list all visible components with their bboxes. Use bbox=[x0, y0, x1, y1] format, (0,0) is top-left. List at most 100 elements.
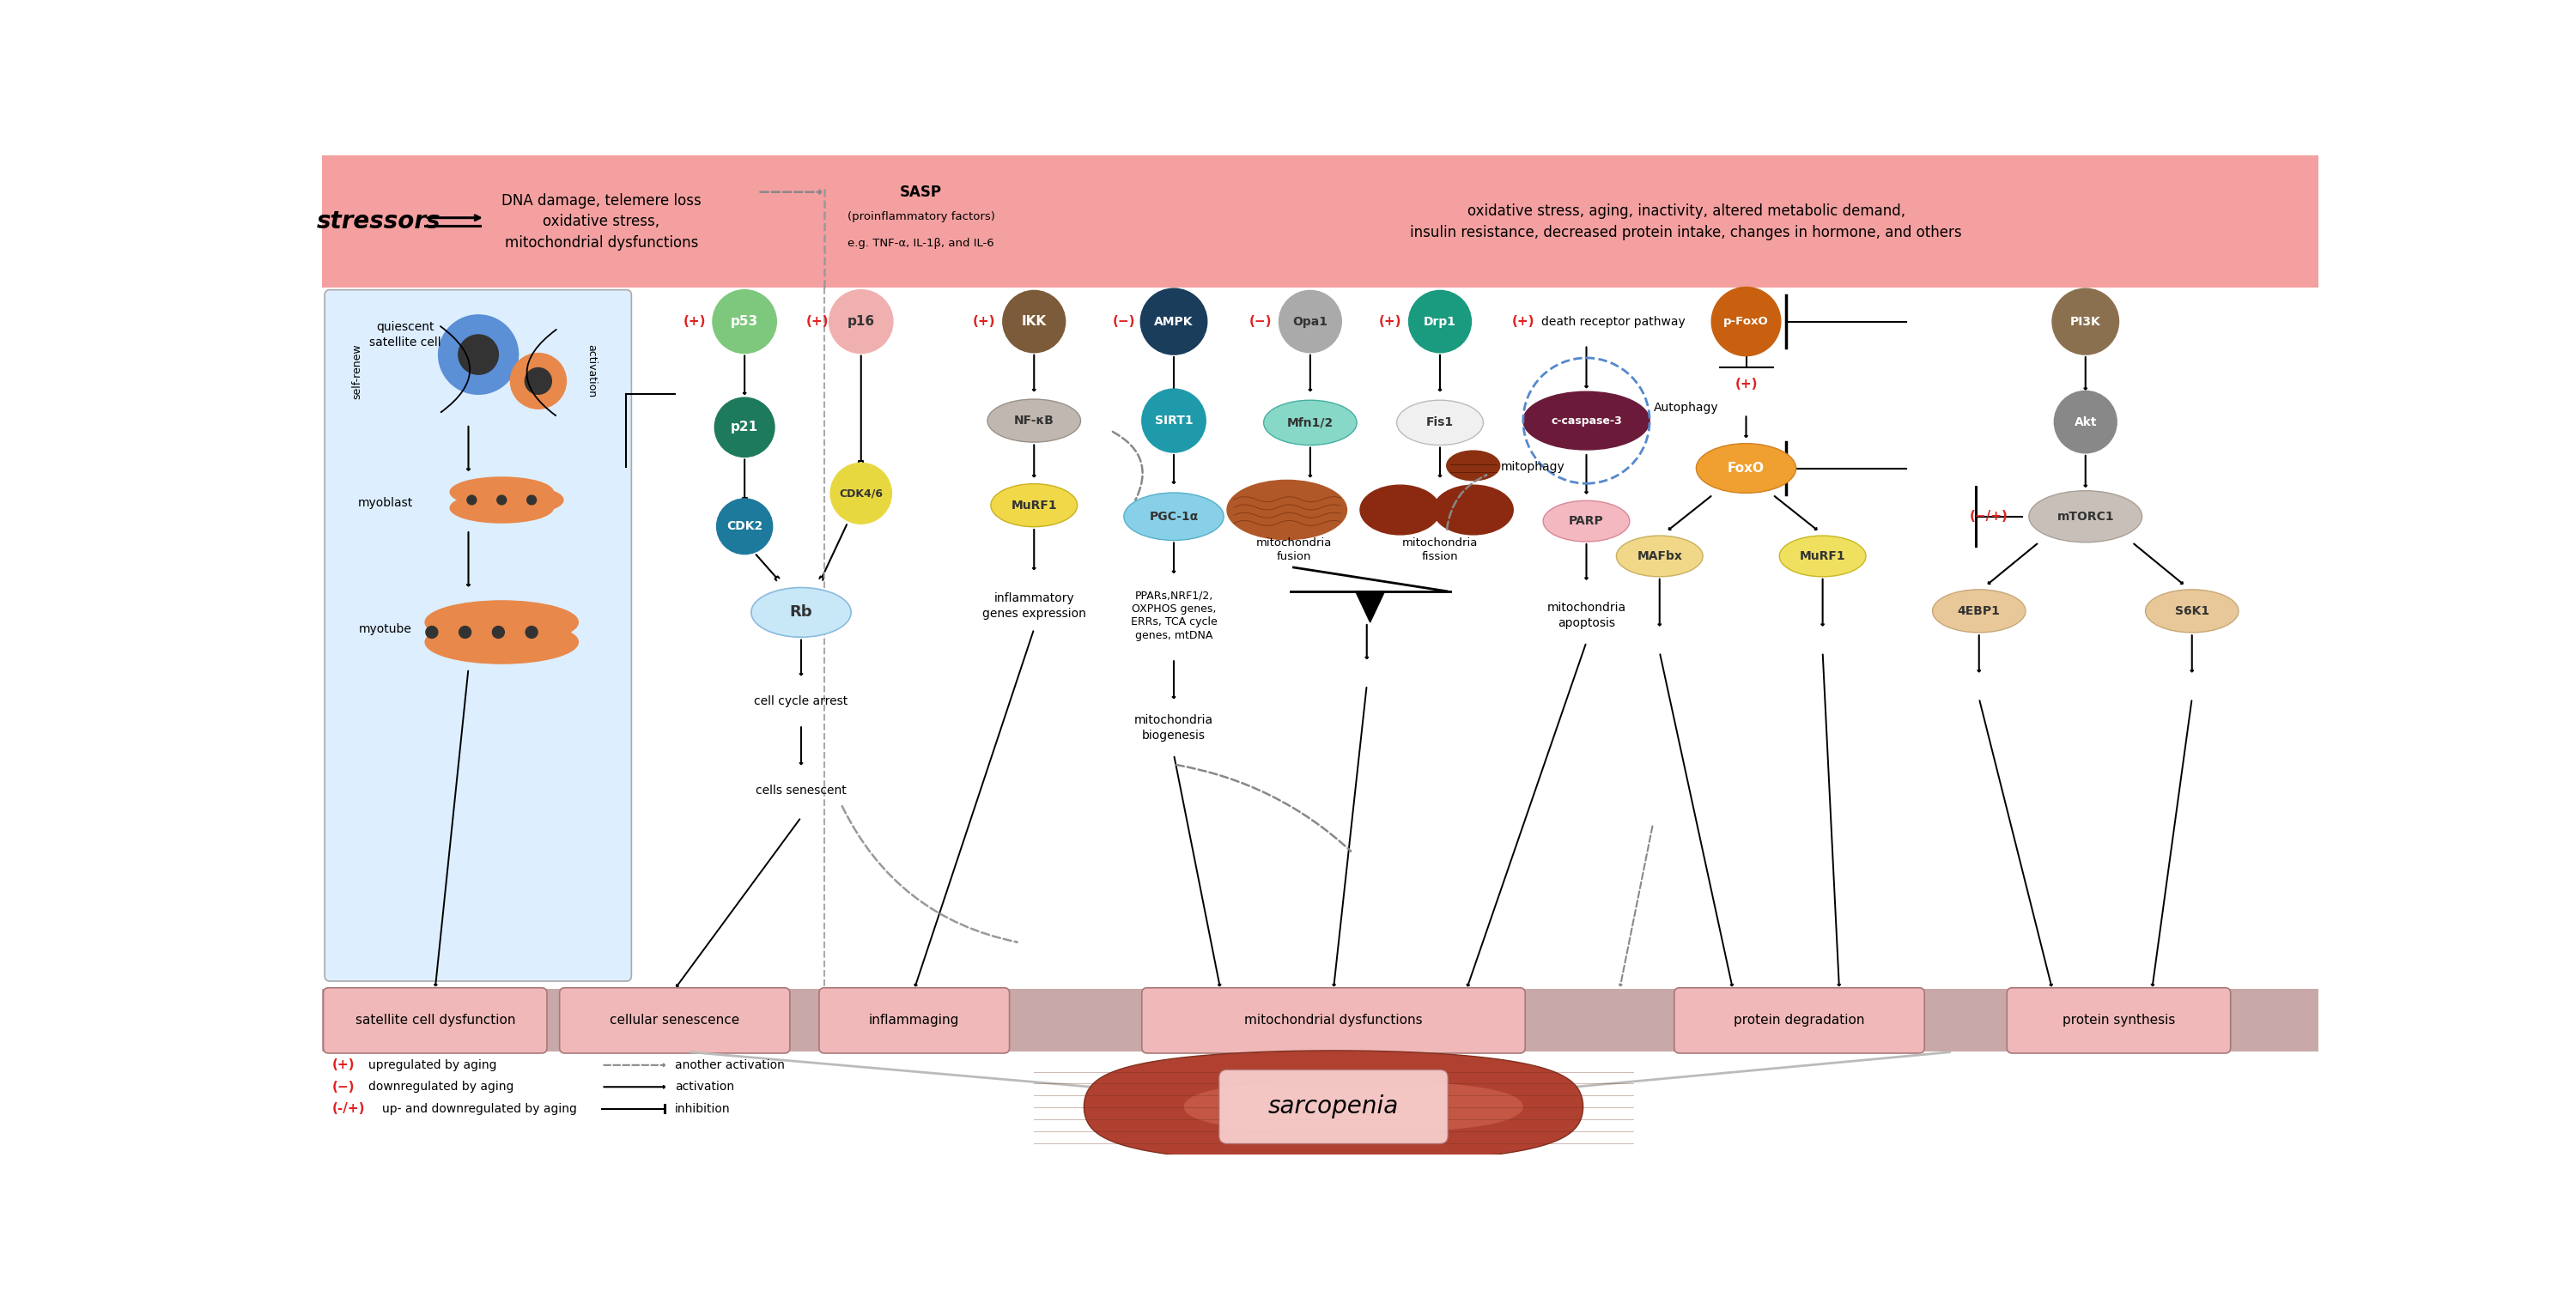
Text: inflammaging: inflammaging bbox=[868, 1014, 958, 1027]
Circle shape bbox=[526, 368, 551, 394]
Text: FoxO: FoxO bbox=[1728, 462, 1765, 475]
Circle shape bbox=[1141, 389, 1206, 453]
Ellipse shape bbox=[992, 484, 1077, 527]
Text: e.g. TNF-α, IL-1β, and IL-6: e.g. TNF-α, IL-1β, and IL-6 bbox=[848, 237, 994, 249]
FancyBboxPatch shape bbox=[559, 988, 791, 1053]
Text: (−/+): (−/+) bbox=[1971, 510, 2009, 523]
FancyBboxPatch shape bbox=[322, 156, 2318, 288]
Text: p53: p53 bbox=[732, 315, 757, 328]
Ellipse shape bbox=[1615, 536, 1703, 577]
Text: downregulated by aging: downregulated by aging bbox=[368, 1080, 515, 1093]
Text: mitochondria
biogenesis: mitochondria biogenesis bbox=[1133, 715, 1213, 742]
Circle shape bbox=[459, 626, 471, 638]
FancyBboxPatch shape bbox=[1218, 1070, 1448, 1144]
Text: IKK: IKK bbox=[1023, 315, 1046, 328]
Text: CDK4/6: CDK4/6 bbox=[840, 488, 884, 499]
Text: SASP: SASP bbox=[899, 184, 943, 200]
FancyBboxPatch shape bbox=[322, 288, 2318, 1045]
Circle shape bbox=[528, 495, 536, 505]
Text: protein degradation: protein degradation bbox=[1734, 1014, 1865, 1027]
Text: CDK2: CDK2 bbox=[726, 520, 762, 533]
Text: mitochondria
fusion: mitochondria fusion bbox=[1255, 537, 1332, 562]
FancyArrowPatch shape bbox=[1113, 432, 1144, 499]
Text: PPARs,NRF1/2,
OXPHOS genes,
ERRs, TCA cycle
genes, mtDNA: PPARs,NRF1/2, OXPHOS genes, ERRs, TCA cy… bbox=[1131, 590, 1216, 641]
Text: protein synthesis: protein synthesis bbox=[2063, 1014, 2174, 1027]
Polygon shape bbox=[1355, 591, 1386, 623]
Text: death receptor pathway: death receptor pathway bbox=[1540, 315, 1685, 328]
Text: (−): (−) bbox=[1113, 315, 1136, 328]
Text: mitophagy: mitophagy bbox=[1502, 460, 1566, 473]
Text: (+): (+) bbox=[806, 315, 829, 328]
Ellipse shape bbox=[1396, 401, 1484, 445]
Circle shape bbox=[716, 498, 773, 554]
Text: Mfn1/2: Mfn1/2 bbox=[1288, 416, 1334, 429]
Text: (proinflammatory factors): (proinflammatory factors) bbox=[848, 211, 994, 223]
Text: cells senescent: cells senescent bbox=[755, 785, 848, 796]
Text: (-/+): (-/+) bbox=[332, 1102, 366, 1115]
Circle shape bbox=[714, 289, 775, 353]
Text: Rb: Rb bbox=[791, 604, 811, 620]
Text: SIRT1: SIRT1 bbox=[1154, 415, 1193, 427]
Text: activation: activation bbox=[675, 1080, 734, 1093]
Circle shape bbox=[526, 626, 538, 638]
Ellipse shape bbox=[1226, 480, 1347, 540]
Text: NF-κB: NF-κB bbox=[1015, 415, 1054, 427]
Ellipse shape bbox=[2146, 590, 2239, 633]
Text: oxidative stress, aging, inactivity, altered metabolic demand,
insulin resistanc: oxidative stress, aging, inactivity, alt… bbox=[1409, 204, 1963, 240]
Text: (−): (−) bbox=[332, 1080, 355, 1093]
Circle shape bbox=[492, 626, 505, 638]
Text: Akt: Akt bbox=[2074, 416, 2097, 428]
Text: upregulated by aging: upregulated by aging bbox=[368, 1060, 497, 1071]
Text: DNA damage, telemere loss
oxidative stress,
mitochondrial dysfunctions: DNA damage, telemere loss oxidative stre… bbox=[502, 193, 701, 250]
Text: another activation: another activation bbox=[675, 1060, 786, 1071]
Ellipse shape bbox=[1448, 451, 1499, 480]
Text: S6K1: S6K1 bbox=[2174, 604, 2210, 617]
FancyArrowPatch shape bbox=[528, 329, 556, 415]
Ellipse shape bbox=[1123, 493, 1224, 541]
Ellipse shape bbox=[987, 399, 1082, 442]
Ellipse shape bbox=[752, 588, 850, 637]
Circle shape bbox=[466, 495, 477, 505]
Text: MuRF1: MuRF1 bbox=[1801, 550, 1844, 562]
FancyBboxPatch shape bbox=[819, 988, 1010, 1053]
Ellipse shape bbox=[1543, 501, 1631, 542]
FancyArrowPatch shape bbox=[842, 807, 1018, 942]
Text: PI3K: PI3K bbox=[2071, 315, 2102, 328]
Circle shape bbox=[2053, 288, 2117, 354]
Text: mitochondria
apoptosis: mitochondria apoptosis bbox=[1546, 602, 1625, 629]
Text: self-renew: self-renew bbox=[350, 344, 363, 399]
FancyBboxPatch shape bbox=[322, 990, 2318, 1052]
Ellipse shape bbox=[2030, 490, 2143, 542]
Text: 4EBP1: 4EBP1 bbox=[1958, 604, 2002, 617]
FancyBboxPatch shape bbox=[1141, 988, 1525, 1053]
Text: mTORC1: mTORC1 bbox=[2056, 511, 2115, 523]
Circle shape bbox=[459, 335, 497, 375]
Circle shape bbox=[438, 315, 518, 394]
Text: satellite cell dysfunction: satellite cell dysfunction bbox=[355, 1014, 515, 1027]
Text: (+): (+) bbox=[1378, 315, 1401, 328]
Ellipse shape bbox=[461, 485, 564, 515]
Text: (−): (−) bbox=[1249, 315, 1273, 328]
Text: c-caspase-3: c-caspase-3 bbox=[1551, 415, 1623, 427]
Circle shape bbox=[510, 353, 567, 409]
Text: cell cycle arrest: cell cycle arrest bbox=[755, 695, 848, 708]
Circle shape bbox=[829, 289, 894, 353]
Text: sarcopenia: sarcopenia bbox=[1267, 1095, 1399, 1119]
Text: p-FoxO: p-FoxO bbox=[1723, 316, 1770, 327]
Text: (+): (+) bbox=[332, 1058, 355, 1071]
Ellipse shape bbox=[1432, 485, 1512, 534]
Ellipse shape bbox=[425, 601, 577, 643]
Ellipse shape bbox=[1695, 444, 1795, 493]
Ellipse shape bbox=[1265, 401, 1358, 445]
Text: mitochondrial dysfunctions: mitochondrial dysfunctions bbox=[1244, 1014, 1422, 1027]
Circle shape bbox=[1141, 288, 1208, 354]
Text: activation: activation bbox=[585, 345, 598, 398]
Text: PGC-1α: PGC-1α bbox=[1149, 511, 1198, 523]
FancyBboxPatch shape bbox=[325, 988, 546, 1053]
Text: cellular senescence: cellular senescence bbox=[611, 1014, 739, 1027]
Text: (+): (+) bbox=[974, 315, 994, 328]
Circle shape bbox=[1278, 291, 1342, 353]
Text: p21: p21 bbox=[732, 420, 757, 433]
Ellipse shape bbox=[425, 621, 577, 664]
FancyBboxPatch shape bbox=[1674, 988, 1924, 1053]
